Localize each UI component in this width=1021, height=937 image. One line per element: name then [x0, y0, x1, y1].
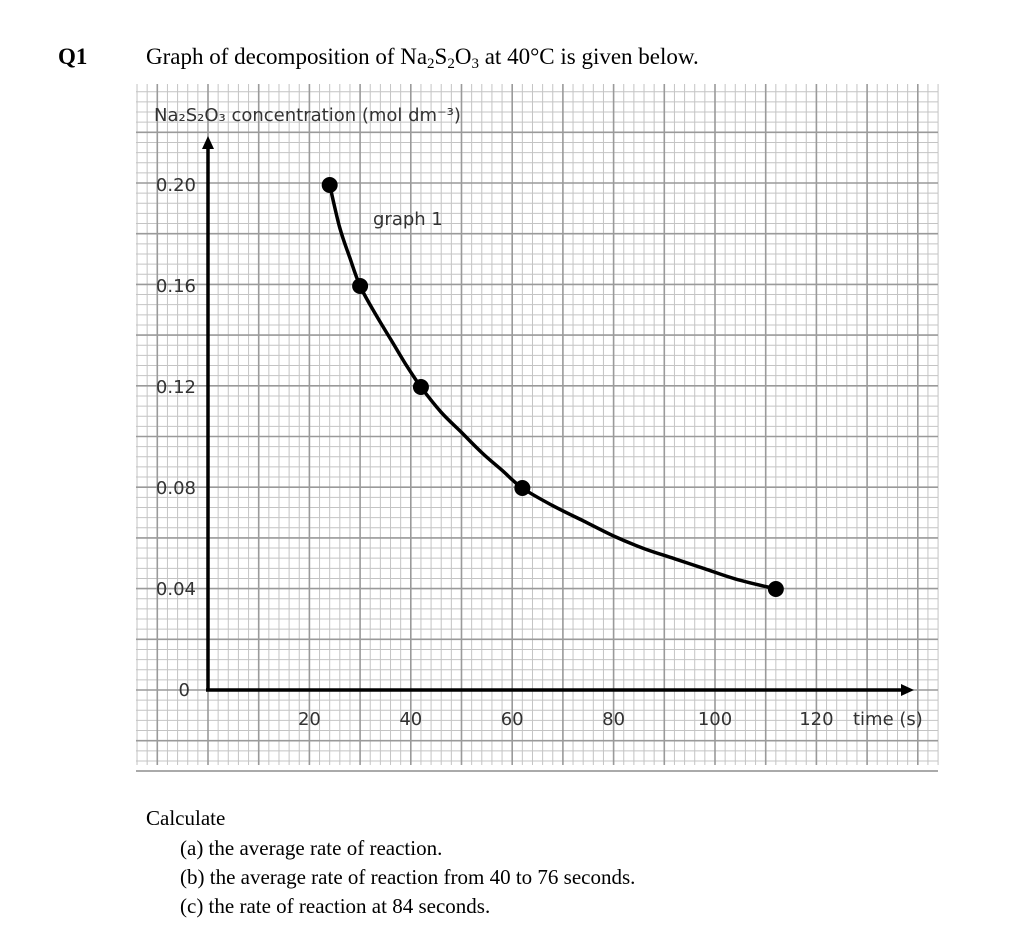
- decomposition-chart: 20 40 60 80 100 120 0 0.04 0.08 0.12 0.16 0.20 Na₂…: [136, 84, 939, 772]
- question-sub-1: 2: [427, 56, 435, 72]
- x-tick-label: 60: [501, 709, 524, 730]
- data-point: [514, 480, 531, 496]
- task-b: (b) the average rate of reaction from 40…: [180, 865, 636, 889]
- y-tick-labels: 0 0.04 0.08 0.12 0.16 0.20: [156, 175, 196, 701]
- x-axis-arrow: [901, 684, 914, 696]
- y-tick-label: 0.20: [156, 175, 196, 196]
- question-text-part1: Graph of decomposition of Na: [146, 44, 428, 69]
- grid-major: [136, 84, 938, 765]
- x-tick-label: 40: [399, 709, 422, 730]
- y-axis-label: Na₂S₂O₃ concentration (mol dm⁻³): [154, 105, 461, 126]
- x-axis-label: time (s): [853, 709, 923, 730]
- curve-label: graph 1: [373, 209, 443, 230]
- y-tick-label: 0.04: [156, 579, 196, 600]
- y-axis-arrow: [202, 136, 214, 149]
- question-sub-2: 2: [447, 56, 455, 72]
- question-sub-3: 3: [471, 56, 479, 72]
- x-tick-label: 20: [298, 709, 321, 730]
- task-list: (a) the average rate of reaction. (b) th…: [180, 834, 635, 921]
- data-point: [352, 278, 369, 294]
- decomposition-curve: [327, 184, 777, 591]
- x-tick-label: 80: [602, 709, 625, 730]
- task-a: (a) the average rate of reaction.: [180, 836, 443, 860]
- y-tick-label: 0: [179, 680, 190, 701]
- question-text-o: O: [454, 44, 472, 69]
- data-point: [321, 177, 338, 193]
- data-point: [412, 379, 429, 395]
- data-point: [767, 581, 784, 597]
- grid-minor: [136, 84, 939, 765]
- x-tick-label: 100: [698, 709, 732, 730]
- calculate-heading: Calculate: [146, 806, 226, 830]
- task-c: (c) the rate of reaction at 84 seconds.: [180, 894, 491, 918]
- question-text-part2: at 40°C is given below.: [478, 44, 699, 69]
- y-tick-label: 0.12: [156, 377, 196, 398]
- question-text-s: S: [434, 44, 448, 69]
- x-tick-label: 120: [799, 709, 833, 730]
- x-tick-labels: 20 40 60 80 100 120: [298, 709, 834, 730]
- y-tick-label: 0.16: [156, 276, 196, 297]
- y-tick-label: 0.08: [156, 478, 196, 499]
- question-text: Graph of decomposition of Na2S2O3 at 40°…: [146, 44, 699, 72]
- question-number: Q1: [58, 44, 88, 69]
- data-points: [321, 177, 784, 597]
- axes: [202, 136, 914, 696]
